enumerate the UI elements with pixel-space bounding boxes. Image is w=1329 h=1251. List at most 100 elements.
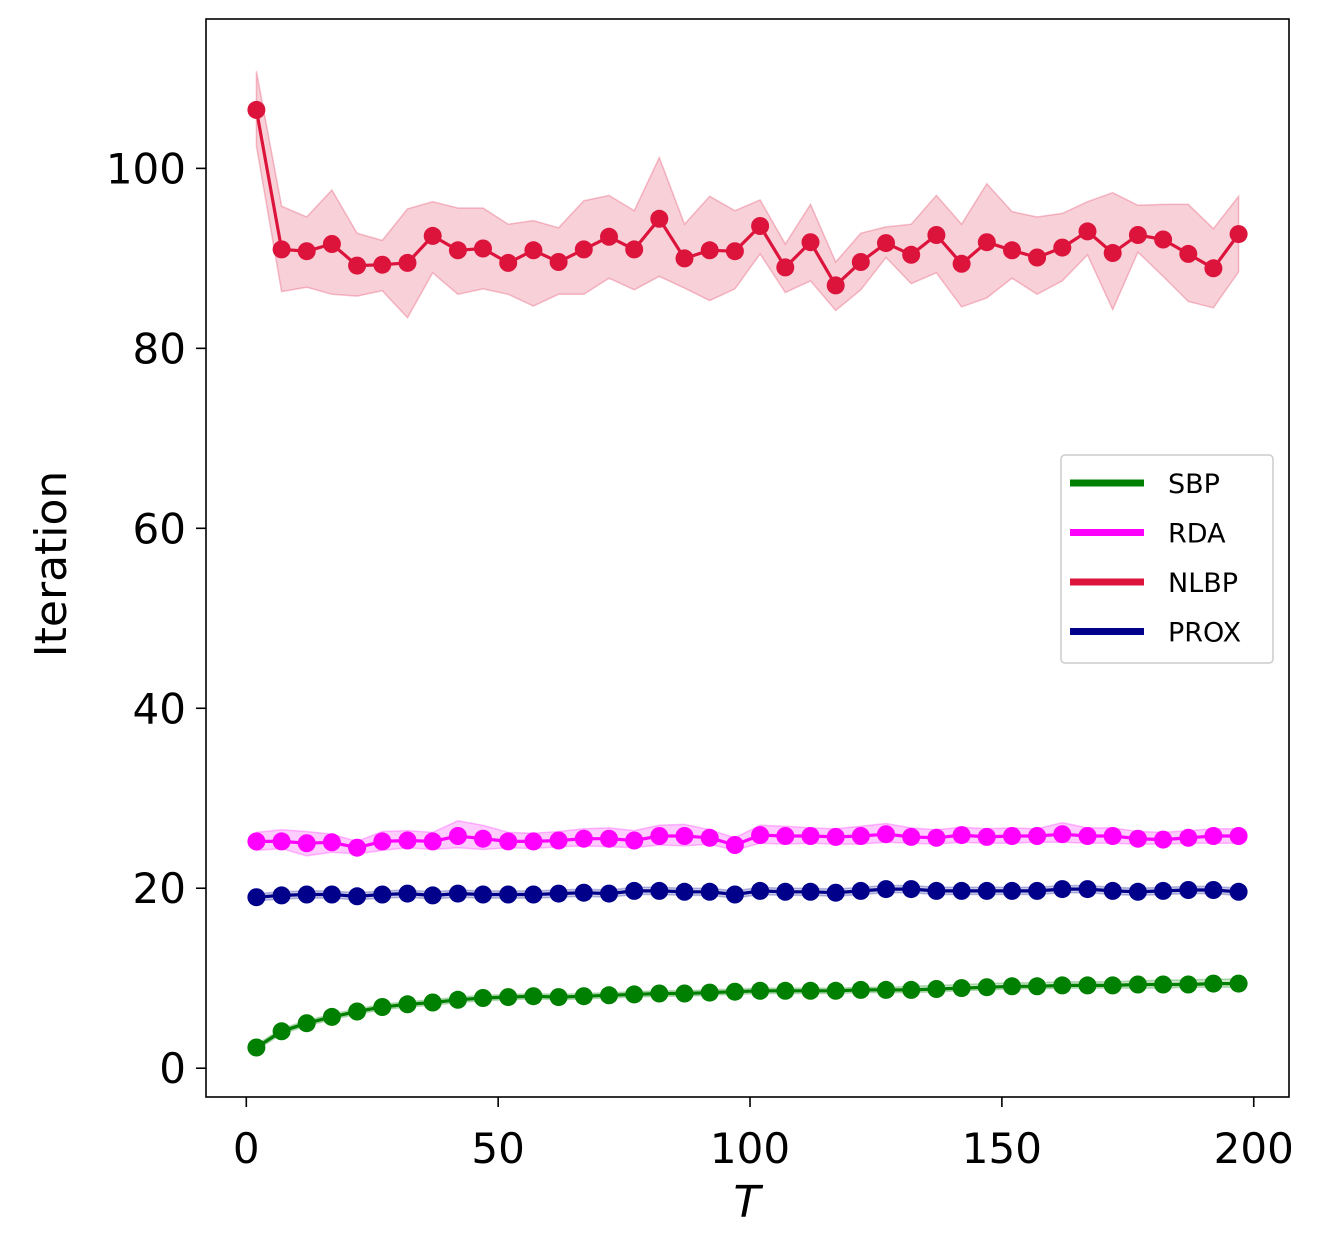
rda-point xyxy=(1154,830,1173,849)
sbp-point xyxy=(826,981,845,1000)
sbp-point xyxy=(448,990,467,1009)
rda-point xyxy=(826,827,845,846)
rda-point xyxy=(1053,825,1072,844)
nlbp-point xyxy=(398,253,417,272)
nlbp-point xyxy=(1128,226,1147,244)
nlbp-point xyxy=(600,227,618,246)
prox-point xyxy=(1229,882,1248,901)
y-tick-label: 20 xyxy=(133,864,186,913)
prox-point xyxy=(1053,880,1072,899)
sbp-point xyxy=(348,1002,367,1021)
x-tick-label: 150 xyxy=(962,1124,1042,1173)
sbp-point xyxy=(322,1007,341,1026)
nlbp-point xyxy=(348,256,367,275)
x-axis-ticks: 0 50 100 150 200 xyxy=(233,1097,1294,1173)
rda-point xyxy=(1103,827,1122,845)
nlbp-point xyxy=(826,276,845,295)
rda-point xyxy=(398,831,417,850)
prox-point xyxy=(373,885,392,904)
prox-point xyxy=(625,881,644,900)
y-tick-label: 40 xyxy=(133,684,186,733)
prox-point xyxy=(574,883,593,902)
sbp-point xyxy=(423,993,442,1012)
sbp-line xyxy=(255,981,1239,1049)
rda-point xyxy=(247,832,266,851)
sbp-point xyxy=(675,984,694,1003)
prox-point xyxy=(499,885,518,904)
rda-point xyxy=(1003,827,1021,845)
x-tick-label: 0 xyxy=(233,1124,260,1173)
nlbp-point xyxy=(977,233,996,252)
nlbp-point xyxy=(448,241,467,260)
prox-point xyxy=(1179,881,1198,899)
rda-point xyxy=(977,827,996,846)
nlbp-point xyxy=(700,241,719,260)
sbp-point xyxy=(574,987,593,1006)
legend-label-prox: PROX xyxy=(1168,618,1241,649)
x-axis-title: T xyxy=(734,1177,764,1228)
nlbp-point xyxy=(776,258,795,277)
rda-point xyxy=(625,831,644,850)
y-axis-ticks: 0 20 40 60 80 100 xyxy=(106,144,206,1093)
y-tick-label: 100 xyxy=(106,144,186,193)
rda-point xyxy=(675,827,694,845)
sbp-point xyxy=(952,979,971,998)
prox-point xyxy=(952,881,971,900)
rda-point xyxy=(776,827,795,845)
rda-point xyxy=(1179,828,1198,847)
prox-point xyxy=(725,885,744,904)
rda-point xyxy=(1204,827,1223,845)
series-markers xyxy=(247,100,1248,1057)
rda-line xyxy=(256,832,1239,850)
nlbp-point xyxy=(1154,230,1173,249)
prox-point xyxy=(398,884,417,903)
nlbp-point xyxy=(1078,222,1097,241)
sbp-point xyxy=(1003,977,1021,996)
sbp-point xyxy=(1154,975,1173,994)
prox-point xyxy=(549,884,568,903)
sbp-point xyxy=(877,980,895,999)
prox-point xyxy=(1028,881,1047,900)
prox-point xyxy=(902,880,921,899)
y-tick-label: 60 xyxy=(133,504,186,553)
nlbp-point xyxy=(247,100,266,119)
prox-point xyxy=(322,885,341,904)
sbp-point xyxy=(474,989,492,1007)
rda-point xyxy=(751,826,770,845)
nlbp-point xyxy=(927,226,946,244)
nlbp-point xyxy=(1204,259,1223,278)
sbp-point xyxy=(927,980,946,998)
prox-point xyxy=(348,887,367,906)
sbp-point xyxy=(650,984,669,1003)
prox-point xyxy=(423,886,442,905)
rda-point xyxy=(927,828,946,847)
legend-label-nlbp: NLBP xyxy=(1168,568,1238,599)
nlbp-point xyxy=(1103,244,1122,262)
nlbp-point xyxy=(650,209,669,228)
rda-point xyxy=(600,829,618,848)
prox-point xyxy=(650,881,669,900)
prox-line xyxy=(256,887,1239,899)
prox-point xyxy=(1103,881,1122,900)
rda-point xyxy=(1229,827,1248,845)
prox-point xyxy=(474,885,492,904)
plot-frame xyxy=(205,18,1290,1098)
x-tick-label: 100 xyxy=(710,1124,790,1173)
sbp-point xyxy=(247,1038,266,1057)
legend-label-sbp: SBP xyxy=(1168,469,1220,500)
sbp-point xyxy=(499,988,518,1007)
prox-point xyxy=(927,881,946,900)
sbp-point xyxy=(625,985,644,1004)
rda-point xyxy=(272,832,291,851)
prox-point xyxy=(977,881,996,900)
sbp-point xyxy=(851,980,870,999)
x-tick-label: 50 xyxy=(471,1124,524,1173)
nlbp-line xyxy=(254,109,1240,287)
prox-point xyxy=(272,886,291,905)
nlbp-point xyxy=(373,255,392,274)
sbp-point xyxy=(1229,974,1248,993)
nlbp-point xyxy=(902,245,921,264)
rda-point xyxy=(549,831,568,850)
sbp-point xyxy=(1028,977,1047,996)
sbp-point xyxy=(1179,975,1198,994)
